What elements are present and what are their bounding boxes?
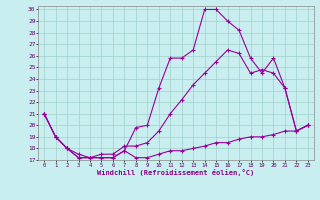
X-axis label: Windchill (Refroidissement éolien,°C): Windchill (Refroidissement éolien,°C) <box>97 169 255 176</box>
